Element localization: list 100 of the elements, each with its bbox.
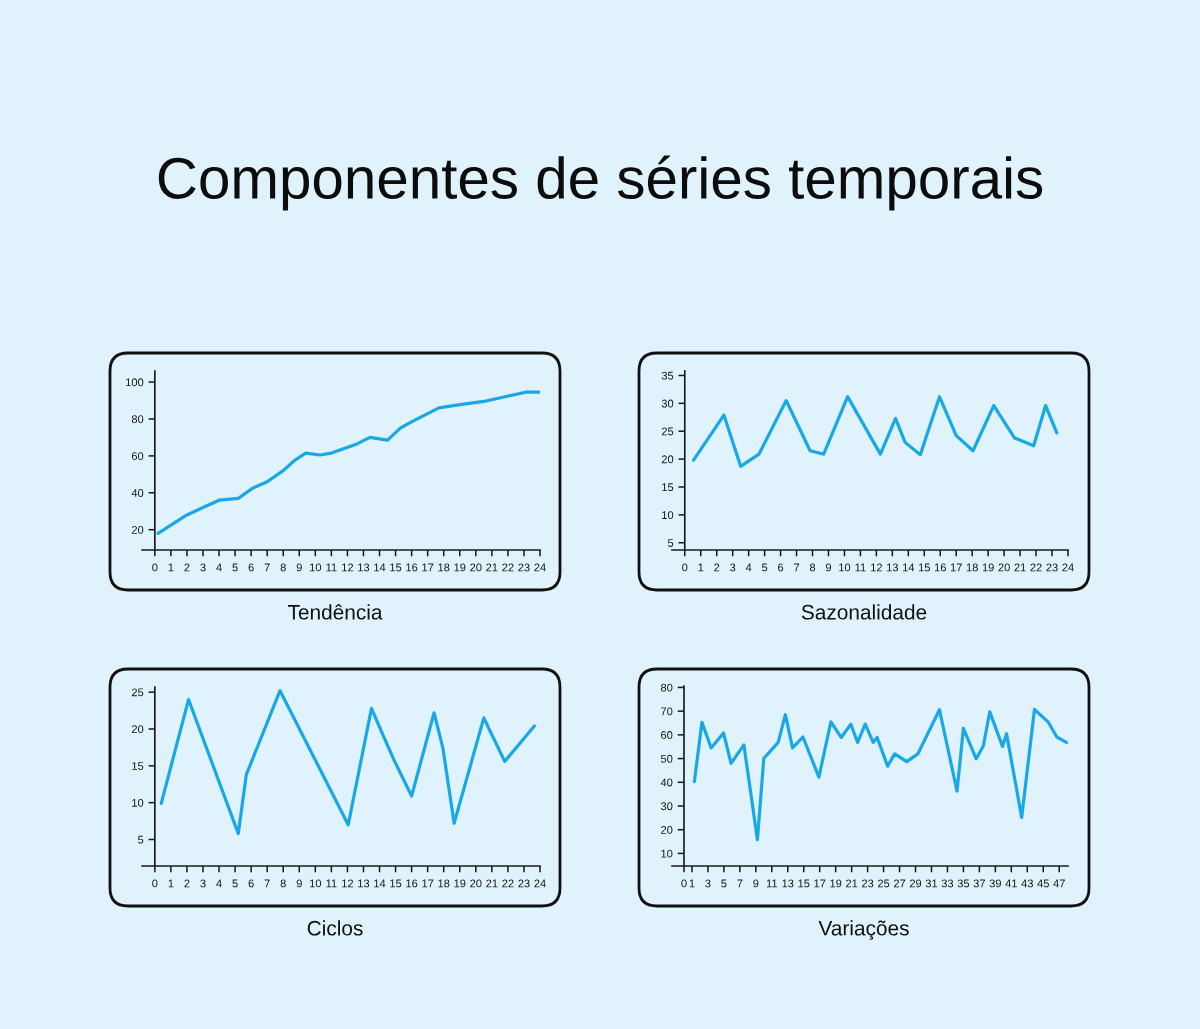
x-tick-label: 15: [390, 563, 402, 572]
x-tick-label: 6: [248, 879, 254, 888]
x-tick-label: 23: [861, 879, 874, 888]
x-tick-label: 0: [152, 563, 158, 572]
x-tick-label: 13: [887, 563, 899, 572]
x-tick-label: 17: [422, 563, 434, 572]
x-tick-label: 5: [232, 563, 238, 572]
x-tick-label: 23: [1046, 563, 1058, 572]
text: Componentes de séries temporais: [158, 155, 1043, 211]
y-tick-label: 20: [131, 725, 144, 734]
x-tick-label: 24: [1062, 563, 1074, 572]
y-tick-label: 80: [660, 683, 673, 692]
x-tick-label: 17: [814, 879, 826, 888]
x-tick-label: 37: [973, 879, 985, 888]
x-tick-label: 31: [925, 879, 938, 888]
x-tick-label: 45: [1037, 879, 1049, 888]
x-tick-label: 22: [502, 563, 514, 572]
line-series: [156, 390, 540, 535]
x-tick-label: 9: [296, 879, 302, 888]
x-tick-label: 18: [438, 563, 450, 572]
y-tick-label: 10: [132, 798, 144, 807]
x-tick-label: 21: [486, 563, 498, 572]
x-tick-label: 16: [406, 879, 418, 888]
x-tick-label: 7: [794, 563, 800, 572]
x-tick-label: 33: [941, 879, 954, 888]
x-tick-label: 35: [957, 879, 970, 888]
x-tick-label: 19: [982, 563, 994, 572]
x-tick-label: 27: [893, 879, 906, 888]
x-tick-label: 19: [454, 879, 466, 888]
y-tick-label: 50: [660, 754, 673, 763]
text: Variações: [818, 920, 909, 940]
x-tick-label: 8: [280, 879, 286, 888]
y-tick-label: 20: [131, 525, 144, 534]
x-tick-label: 6: [778, 563, 784, 572]
y-tick-label: 70: [661, 707, 673, 716]
y-tick-label: 30: [661, 399, 674, 408]
x-tick-label: 9: [825, 563, 832, 572]
x-tick-label: 47: [1053, 879, 1065, 888]
x-tick-label: 20: [470, 563, 482, 572]
x-tick-label: 21: [1014, 563, 1026, 572]
x-tick-label: 15: [390, 879, 402, 888]
x-tick-label: 8: [280, 563, 286, 572]
text: Sazonalidade: [801, 604, 927, 620]
x-tick-label: 13: [358, 879, 370, 888]
y-tick-label: 25: [131, 688, 144, 697]
x-tick-label: 10: [839, 563, 851, 572]
x-tick-label: 8: [809, 563, 816, 572]
x-tick-label: 39: [989, 879, 1001, 888]
x-tick-label: 19: [454, 563, 466, 572]
x-tick-label: 14: [902, 563, 915, 572]
x-tick-label: 14: [374, 879, 386, 888]
x-tick-label: 23: [518, 879, 530, 888]
y-tick-label: 100: [126, 378, 144, 387]
x-tick-label: 41: [1005, 879, 1017, 888]
x-tick-label: 1: [689, 879, 695, 888]
x-tick-label: 15: [918, 563, 930, 572]
x-tick-label: 7: [264, 879, 270, 888]
x-tick-label: 0: [682, 563, 688, 572]
x-tick-label: 5: [721, 879, 727, 888]
y-tick-label: 10: [661, 849, 673, 858]
line-series: [691, 395, 1059, 468]
x-tick-label: 1: [168, 879, 174, 888]
x-tick-label: 21: [846, 879, 858, 888]
x-tick-label: 24: [534, 879, 546, 888]
text: Tendência: [287, 604, 383, 620]
text: Ciclos: [307, 920, 363, 936]
x-tick-label: 12: [342, 563, 354, 572]
x-tick-label: 7: [737, 879, 743, 888]
y-tick-label: 20: [661, 825, 673, 834]
x-tick-label: 0: [152, 879, 158, 888]
x-tick-label: 22: [502, 879, 514, 888]
x-tick-label: 11: [855, 563, 866, 572]
y-tick-label: 20: [661, 455, 674, 464]
y-tick-label: 35: [661, 371, 674, 380]
y-tick-label: 40: [131, 489, 144, 497]
x-tick-label: 1: [168, 563, 174, 572]
x-tick-label: 17: [950, 563, 962, 572]
x-tick-label: 22: [1030, 563, 1042, 572]
x-tick-label: 20: [998, 563, 1010, 572]
y-tick-label: 25: [661, 427, 674, 436]
x-tick-label: 12: [871, 563, 883, 572]
x-tick-label: 3: [730, 563, 736, 572]
y-tick-label: 10: [662, 511, 674, 519]
x-tick-label: 10: [309, 879, 322, 888]
x-tick-label: 5: [761, 563, 768, 572]
y-tick-label: 30: [660, 802, 673, 811]
x-tick-label: 19: [830, 879, 842, 888]
y-tick-label: 15: [132, 762, 144, 770]
x-tick-label: 4: [216, 563, 222, 572]
x-tick-label: 3: [705, 879, 711, 888]
x-tick-label: 20: [470, 879, 482, 888]
x-tick-label: 16: [934, 563, 946, 572]
x-tick-label: 1: [698, 563, 704, 572]
x-tick-label: 23: [518, 563, 530, 572]
y-tick-label: 40: [660, 778, 673, 787]
x-tick-label: 3: [200, 879, 206, 888]
x-tick-label: 15: [798, 879, 810, 888]
x-tick-label: 29: [909, 879, 922, 888]
x-tick-label: 3: [200, 563, 206, 572]
x-tick-label: 18: [966, 563, 978, 572]
